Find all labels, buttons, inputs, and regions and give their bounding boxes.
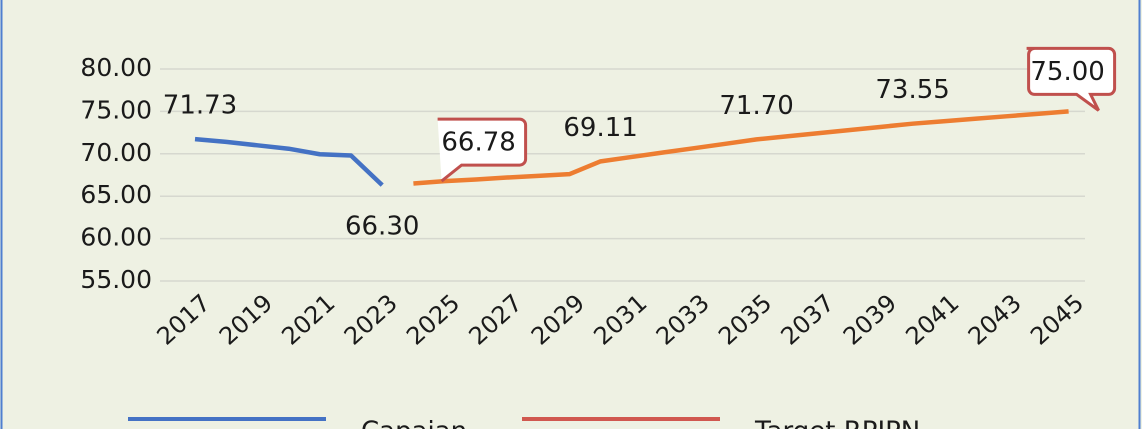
data-label: 75.00 <box>1030 57 1104 87</box>
data-label: 69.11 <box>563 113 637 143</box>
callout <box>1026 46 1117 112</box>
y-tick-label: 55.00 <box>80 265 152 294</box>
legend-label: Target RPJPN <box>754 417 920 429</box>
series-line <box>194 136 384 187</box>
y-tick-label: 75.00 <box>80 95 152 124</box>
legend-label: Capaian <box>361 417 467 429</box>
data-label: 71.70 <box>719 91 793 121</box>
series-line <box>413 109 1069 186</box>
data-label: 66.30 <box>345 212 419 242</box>
callout <box>437 117 528 183</box>
y-tick-label: 70.00 <box>80 138 152 167</box>
data-label: 73.55 <box>875 75 949 105</box>
data-label: 71.73 <box>163 91 237 121</box>
y-tick-label: 65.00 <box>80 180 152 209</box>
data-label: 66.78 <box>441 128 515 158</box>
y-tick-label: 60.00 <box>80 223 152 252</box>
y-tick-label: 80.00 <box>80 53 152 82</box>
